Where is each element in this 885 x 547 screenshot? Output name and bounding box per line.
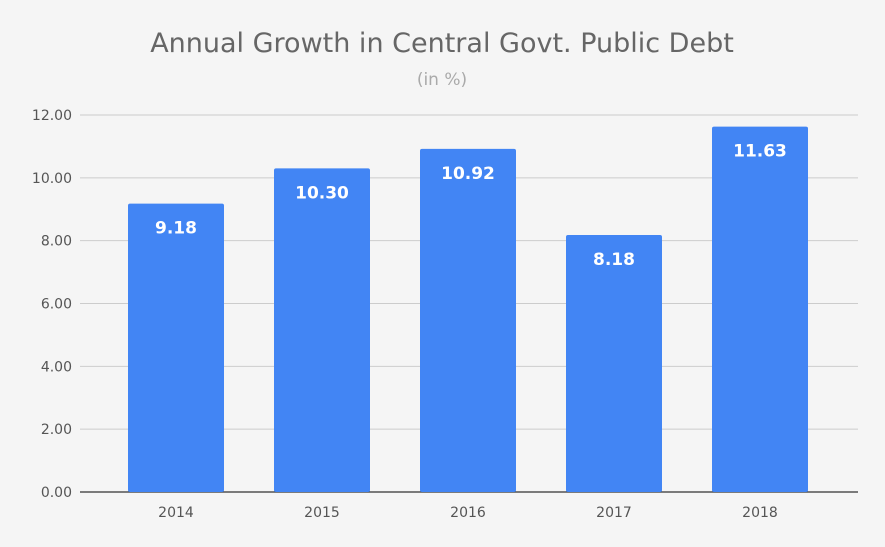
data-label: 9.18 (155, 219, 197, 239)
y-tick-label: 0.00 (41, 485, 72, 501)
bar-2014 (128, 203, 224, 492)
bar-2017 (566, 235, 662, 493)
y-tick-label: 10.00 (32, 171, 72, 187)
y-tick-label: 2.00 (41, 422, 72, 438)
x-tick-label: 2014 (158, 505, 194, 521)
y-tick-label: 6.00 (41, 297, 72, 313)
bar-2015 (274, 168, 370, 493)
y-tick-label: 12.00 (32, 108, 72, 124)
bar-2016 (420, 148, 516, 492)
chart-title: Annual Growth in Central Govt. Public De… (150, 28, 734, 59)
chart-subtitle: (in %) (417, 70, 467, 90)
x-tick-label: 2015 (304, 505, 340, 521)
x-tick-label: 2018 (742, 505, 778, 521)
data-label: 10.92 (441, 164, 495, 184)
y-tick-label: 4.00 (41, 359, 72, 375)
y-tick-label: 8.00 (41, 234, 72, 250)
data-label: 8.18 (593, 250, 635, 270)
x-tick-label: 2017 (596, 505, 632, 521)
data-label: 11.63 (733, 142, 787, 162)
data-label: 10.30 (295, 183, 349, 203)
x-tick-label: 2016 (450, 505, 486, 521)
bar-2018 (712, 126, 808, 492)
